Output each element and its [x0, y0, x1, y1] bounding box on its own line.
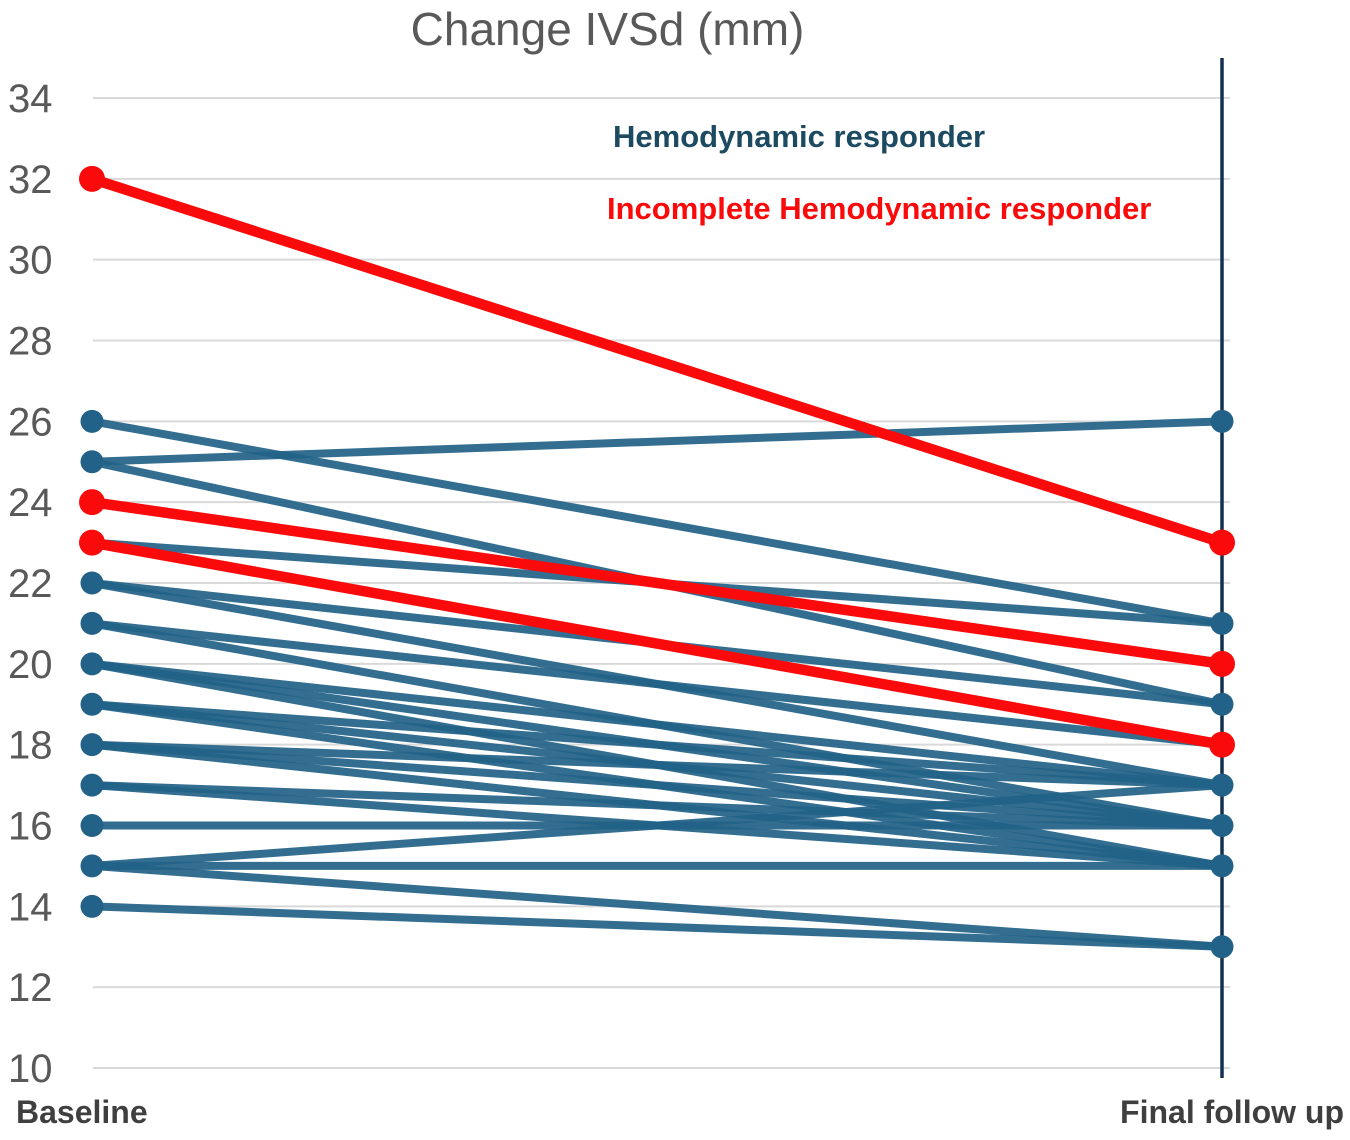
- responder-followup-dot: [1210, 611, 1234, 635]
- y-tick-label: 20: [8, 643, 53, 687]
- responder-line: [91, 902, 1223, 951]
- responder-baseline-dot: [80, 652, 104, 676]
- responder-followup-dot: [1210, 814, 1234, 837]
- y-tick-label: 22: [8, 562, 53, 606]
- y-tick-label: 10: [8, 1047, 53, 1091]
- responder-line: [91, 781, 1223, 870]
- incomplete-responder-line: [91, 537, 1223, 750]
- responder-line: [91, 659, 1223, 790]
- responder-baseline-dot: [80, 733, 104, 757]
- responder-baseline-dot: [80, 571, 104, 595]
- incomplete-responder-line: [91, 496, 1223, 670]
- responder-baseline-dot: [80, 450, 104, 474]
- incomplete-responder-followup-dot: [1209, 731, 1235, 758]
- y-tick-label: 16: [8, 805, 53, 849]
- y-tick-label: 24: [8, 481, 53, 525]
- responder-line: [91, 781, 1223, 830]
- y-tick-label: 18: [8, 724, 53, 768]
- y-tick-label: 30: [8, 239, 53, 283]
- incomplete-responder-baseline-dot: [79, 489, 105, 516]
- responder-line: [91, 619, 1223, 749]
- legend-incomplete-hemodynamic-responder: Incomplete Hemodynamic responder: [607, 191, 1152, 226]
- y-tick-label: 14: [8, 885, 53, 929]
- responder-followup-dot: [1210, 692, 1234, 716]
- responder-line: [91, 740, 1223, 830]
- responder-line: [91, 740, 1223, 790]
- incomplete-responder-baseline-dot: [79, 529, 105, 556]
- responder-baseline-dot: [80, 773, 104, 797]
- responder-baseline-dot: [80, 894, 104, 918]
- responder-baseline-dot: [80, 814, 104, 837]
- incomplete-responder-followup-dot: [1209, 529, 1235, 556]
- y-tick-label: 32: [8, 158, 53, 202]
- responder-baseline-dot: [80, 611, 104, 635]
- responder-followup-dot: [1210, 854, 1234, 878]
- y-tick-label: 28: [8, 320, 53, 364]
- incomplete-responder-line: [90, 173, 1224, 548]
- legend-hemodynamic-responder: Hemodynamic responder: [613, 119, 986, 154]
- responder-line: [91, 861, 1223, 951]
- incomplete-responder-baseline-dot: [79, 165, 105, 192]
- responder-baseline-dot: [80, 692, 104, 716]
- incomplete-responder-followup-dot: [1209, 650, 1235, 677]
- responder-baseline-dot: [80, 854, 104, 878]
- x-category-final-follow-up: Final follow up: [1120, 1094, 1344, 1130]
- y-tick-label: 26: [8, 400, 53, 444]
- responder-followup-dot: [1210, 773, 1234, 797]
- responder-followup-dot: [1210, 409, 1234, 433]
- y-tick-label: 34: [8, 77, 53, 121]
- responder-followup-dot: [1210, 935, 1234, 959]
- chart-title: Change IVSd (mm): [410, 3, 805, 55]
- responder-line: [91, 700, 1223, 790]
- responder-line: [91, 417, 1223, 466]
- responder-baseline-dot: [80, 409, 104, 433]
- y-tick-label: 12: [8, 966, 53, 1010]
- x-category-baseline: Baseline: [16, 1094, 148, 1130]
